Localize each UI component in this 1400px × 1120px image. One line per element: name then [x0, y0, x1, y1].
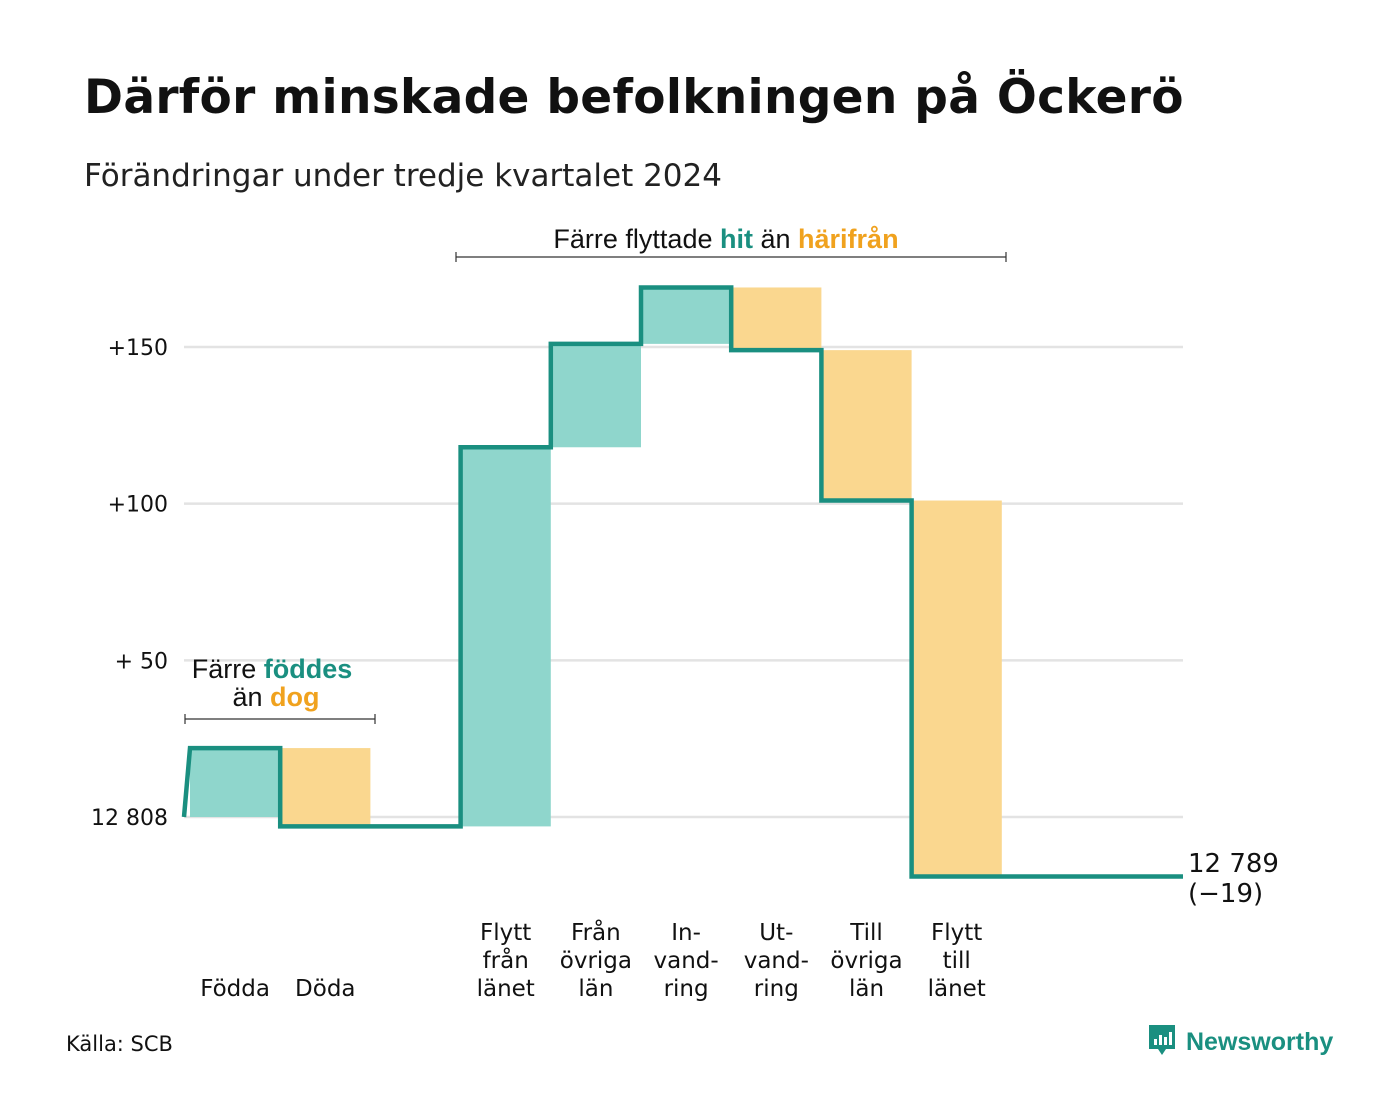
category-label: vand-: [744, 948, 809, 974]
category-label: övriga: [830, 948, 902, 974]
births-annotation-line1: Färre föddes: [192, 654, 353, 684]
y-tick-label: + 50: [115, 649, 168, 674]
population-step-line: [181, 285, 1183, 879]
increase-bar: [460, 447, 551, 827]
births-highlight: föddes: [264, 654, 353, 684]
category-label: länet: [928, 976, 986, 1002]
newsworthy-brand[interactable]: Newsworthy: [1146, 1022, 1333, 1062]
increase-bar: [641, 287, 732, 344]
category-label: Till: [849, 920, 883, 946]
bars: [190, 287, 1002, 877]
decrease-bar: [821, 350, 912, 501]
migration-harifran-highlight: härifrån: [798, 224, 899, 254]
migration-annotation-text: Färre flyttade hit än härifrån: [553, 224, 898, 254]
category-label: Från: [571, 918, 621, 946]
births-annotation: Färre föddes än dog: [184, 654, 376, 724]
source-note: Källa: SCB: [66, 1032, 173, 1056]
migration-hit-highlight: hit: [720, 224, 753, 254]
category-labels: Födda DödaFlyttfrånlänetFrånövrigalänIn-v…: [200, 918, 986, 1002]
increase-bar: [190, 748, 281, 817]
y-tick-label: +150: [108, 336, 168, 361]
category-label: Födda: [200, 976, 270, 1002]
category-label: Döda: [295, 976, 355, 1002]
category-label: In-: [671, 920, 701, 946]
category-label: till: [943, 948, 971, 974]
grid-lines: [184, 345, 1183, 819]
category-label: Flytt: [480, 920, 531, 946]
end-value-label: 12 789: [1188, 849, 1279, 879]
births-annotation-line2: än dog: [232, 682, 319, 712]
category-label: vand-: [654, 948, 719, 974]
category-label: län: [849, 976, 884, 1002]
migration-bracket: [455, 252, 1007, 262]
decrease-bar: [911, 500, 1002, 877]
category-label: Ut-: [759, 920, 793, 946]
decrease-bar: [280, 748, 371, 827]
category-label: ring: [754, 976, 799, 1002]
category-label: län: [578, 976, 613, 1002]
category-label: ring: [664, 976, 709, 1002]
y-tick-label: 12 808: [91, 806, 168, 831]
category-label: övriga: [560, 948, 632, 974]
births-bracket: [184, 714, 376, 724]
migration-annotation: Färre flyttade hit än härifrån: [455, 224, 1007, 262]
category-label: från: [483, 946, 529, 974]
chart-title: Därför minskade befolkningen på Öckerö: [84, 70, 1184, 125]
chart-subtitle: Förändringar under tredje kvartalet 2024: [84, 158, 722, 194]
decrease-bar: [731, 287, 822, 351]
category-label: Flytt: [931, 920, 982, 946]
brand-name: Newsworthy: [1186, 1027, 1334, 1056]
y-tick-label: +100: [108, 493, 168, 518]
category-label: länet: [477, 976, 535, 1002]
end-change-label: (−19): [1188, 879, 1263, 909]
increase-bar: [550, 343, 641, 448]
deaths-highlight: dog: [270, 682, 319, 712]
newsworthy-logo-icon: [1146, 1022, 1178, 1062]
y-axis-ticks: 12 808 + 50 +100 +150: [91, 336, 168, 831]
